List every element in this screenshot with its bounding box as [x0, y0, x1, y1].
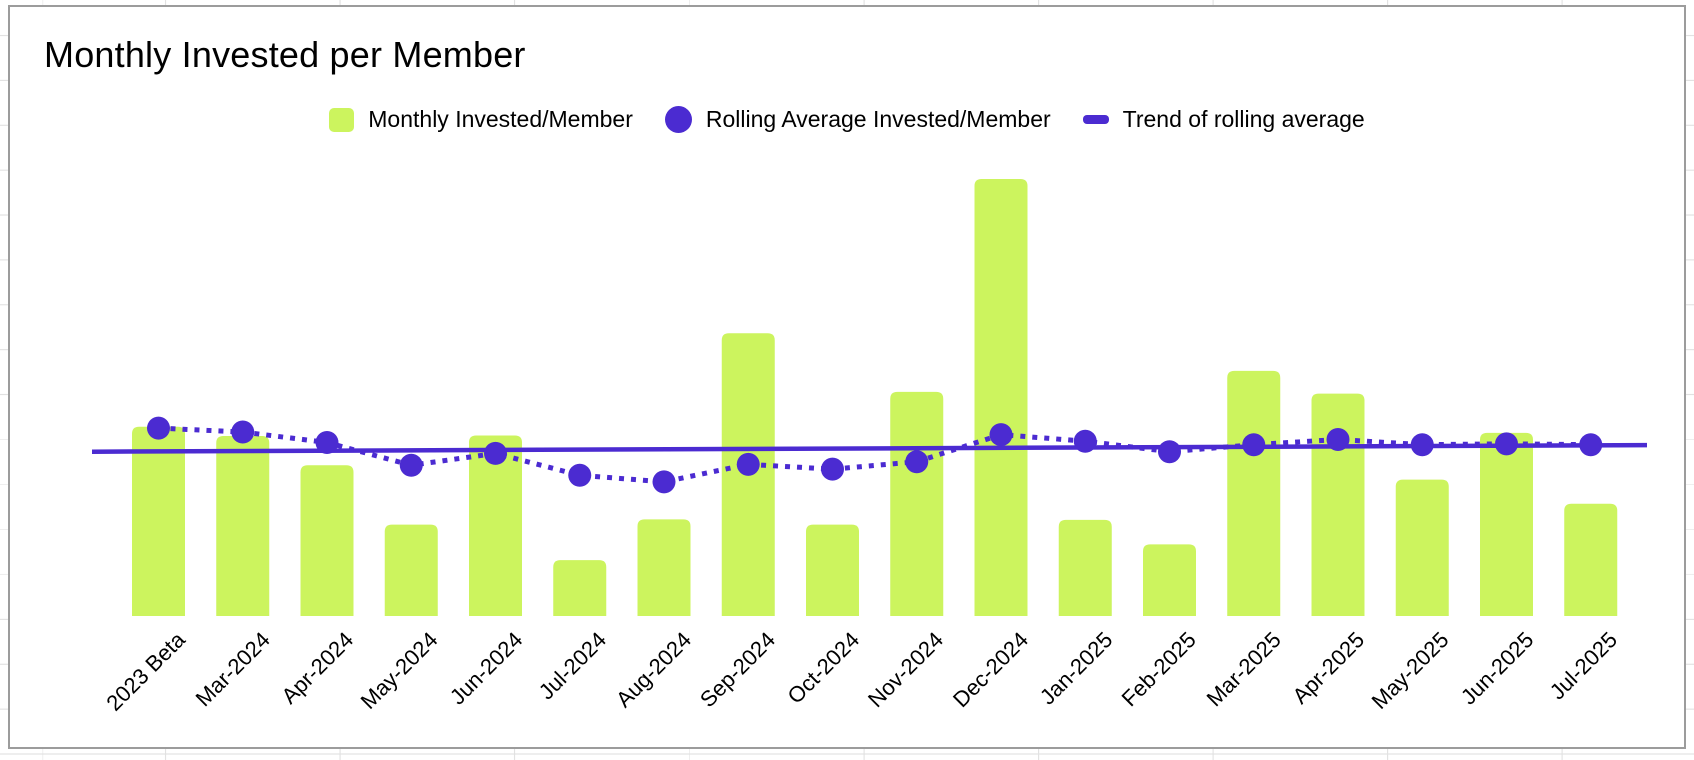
legend-item-rolling-average: Rolling Average Invested/Member [664, 106, 1051, 133]
point-Jul-2025[interactable] [1579, 433, 1603, 457]
legend-label: Monthly Invested/Member [368, 106, 633, 132]
point-Feb-2025[interactable] [1158, 440, 1181, 464]
bar-Apr-2024[interactable] [300, 465, 354, 616]
point-2023 Beta[interactable] [147, 416, 170, 440]
point-Sep-2024[interactable] [736, 452, 760, 476]
point-Mar-2024[interactable] [231, 420, 255, 444]
point-Jan-2025[interactable] [1073, 429, 1097, 453]
bar-Mar-2024[interactable] [216, 435, 270, 616]
point-May-2025[interactable] [1410, 433, 1434, 457]
bar-Jun-2025[interactable] [1480, 432, 1533, 616]
bar-Aug-2024[interactable] [637, 519, 691, 616]
point-Oct-2024[interactable] [821, 457, 844, 481]
point-Jun-2025[interactable] [1495, 432, 1518, 456]
embedded-chart[interactable]: Monthly Invested per Member Monthly Inve… [8, 5, 1686, 749]
point-Jun-2024[interactable] [484, 441, 507, 465]
bar-Jan-2025[interactable] [1058, 519, 1112, 616]
point-Apr-2025[interactable] [1326, 427, 1350, 451]
bar-2023 Beta[interactable] [132, 426, 185, 616]
point-Mar-2025[interactable] [1242, 433, 1266, 457]
bar-series-swatch-icon [329, 107, 355, 132]
bar-Apr-2025[interactable] [1311, 393, 1365, 616]
chart-legend: Monthly Invested/Member Rolling Average … [10, 106, 1684, 133]
rolling-average-line [158, 425, 1591, 485]
point-Dec-2024[interactable] [989, 423, 1013, 447]
bar-Jul-2024[interactable] [553, 560, 607, 616]
point-Jul-2024[interactable] [568, 463, 592, 487]
chart-title: Monthly Invested per Member [44, 34, 526, 75]
point-May-2024[interactable] [399, 453, 423, 477]
bar-Jun-2024[interactable] [469, 435, 522, 616]
bar-May-2024[interactable] [384, 524, 438, 616]
bar-Mar-2025[interactable] [1227, 370, 1281, 616]
point-Nov-2024[interactable] [905, 450, 929, 474]
point-Aug-2024[interactable] [652, 470, 676, 494]
bar-Nov-2024[interactable] [890, 391, 944, 616]
point-series-marker-icon [664, 106, 692, 133]
legend-item-trend: Trend of rolling average [1082, 106, 1365, 133]
point-Apr-2024[interactable] [315, 431, 339, 455]
legend-label: Trend of rolling average [1122, 106, 1365, 132]
bar-Feb-2025[interactable] [1143, 544, 1196, 616]
bar-Oct-2024[interactable] [806, 524, 859, 616]
bar-Jul-2025[interactable] [1564, 503, 1618, 616]
legend-item-monthly-invested: Monthly Invested/Member [329, 106, 633, 133]
trendline-dash-icon [1082, 115, 1109, 124]
legend-label: Rolling Average Invested/Member [705, 106, 1051, 132]
bar-May-2025[interactable] [1395, 479, 1449, 616]
bar-Dec-2024[interactable] [974, 179, 1028, 616]
